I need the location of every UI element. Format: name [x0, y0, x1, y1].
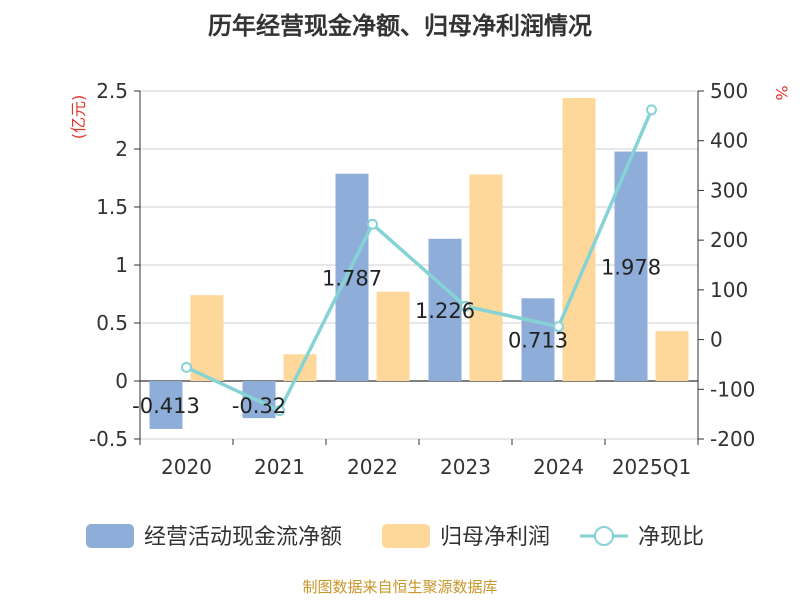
x-tick-label: 2022 [347, 455, 398, 479]
bar-net-profit [469, 174, 503, 381]
legend-label: 归母净利润 [440, 525, 550, 550]
data-label-cash-flow: -0.413 [132, 394, 200, 418]
y-right-tick-label: 100 [710, 278, 748, 302]
point-ratio [553, 321, 564, 333]
point-ratio [646, 104, 657, 116]
y-right-tick-label: 400 [710, 129, 748, 153]
data-label-cash-flow: 1.226 [415, 299, 475, 323]
y-left-tick-label: 2.5 [96, 79, 128, 103]
y-right-tick-label: 300 [710, 178, 748, 202]
line-ratio [185, 109, 654, 413]
bar-net-profit [376, 291, 410, 381]
y-right-tick-label: 500 [710, 79, 748, 103]
data-label-cash-flow: -0.32 [232, 394, 286, 418]
data-label-cash-flow: 1.787 [322, 266, 382, 290]
y-left-tick-label: 1 [115, 253, 128, 277]
y-left-tick-label: 0.5 [96, 311, 128, 335]
x-tick-label: 2021 [254, 455, 305, 479]
legend-label: 经营活动现金流净额 [144, 525, 342, 550]
legend-label: 净现比 [638, 525, 704, 550]
y-right-unit: % [772, 85, 791, 100]
point-ratio [181, 361, 192, 373]
x-tick-label: 2024 [533, 455, 584, 479]
y-right-tick-label: -200 [710, 427, 755, 451]
point-ratio [274, 405, 285, 417]
y-left-tick-label: -0.5 [89, 427, 128, 451]
y-right-tick-label: 0 [710, 328, 723, 352]
legend-swatch [382, 524, 430, 548]
bar-cash-flow [614, 151, 648, 381]
y-left-tick-label: 0 [115, 369, 128, 393]
source-note: 制图数据来自恒生聚源数据库 [302, 578, 498, 596]
y-right-tick-label: -100 [710, 377, 755, 401]
y-left-tick-label: 2 [115, 137, 128, 161]
bar-cash-flow [149, 381, 183, 429]
bar-net-profit [562, 97, 596, 382]
y-left-unit: (亿元) [69, 95, 88, 140]
legend-swatch [594, 526, 614, 546]
x-tick-label: 2025Q1 [612, 455, 691, 479]
bar-cash-flow [521, 298, 555, 381]
bar-cash-flow [428, 238, 462, 381]
point-ratio [460, 300, 471, 312]
data-label-cash-flow: 1.978 [601, 255, 661, 279]
data-label-cash-flow: 0.713 [508, 329, 568, 353]
bar-cash-flow [335, 173, 369, 381]
legend-swatch [86, 524, 134, 548]
chart-title: 历年经营现金净额、归母净利润情况 [208, 12, 592, 40]
y-left-tick-label: 1.5 [96, 195, 128, 219]
y-right-tick-label: 200 [710, 228, 748, 252]
point-ratio [367, 218, 378, 230]
bar-net-profit [190, 295, 224, 381]
x-tick-label: 2023 [440, 455, 491, 479]
bar-net-profit [655, 331, 689, 381]
x-tick-label: 2020 [161, 455, 212, 479]
